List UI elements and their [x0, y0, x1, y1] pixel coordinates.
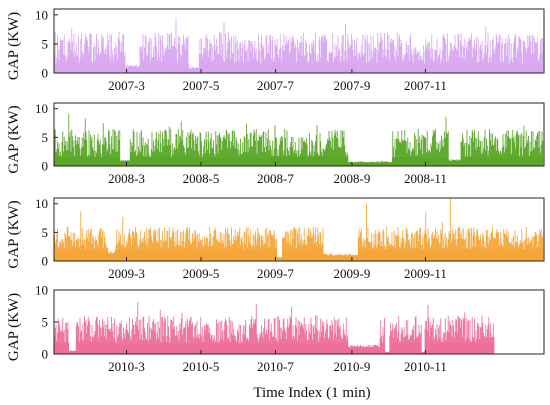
x-tick-label: 2008-3 [108, 171, 145, 186]
y-tick-label: 10 [35, 283, 48, 298]
y-tick-label: 0 [42, 254, 49, 269]
x-tick-label: 2010-3 [108, 359, 145, 374]
y-axis-title: GAP (KW) [6, 293, 22, 361]
x-tick-label: 2009-11 [404, 266, 447, 281]
y-tick-label: 10 [35, 101, 48, 116]
plot-border [53, 197, 545, 262]
y-tick-label: 10 [35, 196, 48, 211]
x-tick-label: 2007-5 [183, 78, 220, 93]
x-tick-label: 2007-3 [108, 78, 145, 93]
y-tick-label: 5 [42, 36, 49, 51]
x-tick-label: 2009-3 [108, 266, 145, 281]
x-tick-label: 2010-11 [404, 359, 447, 374]
x-tick-label: 2008-9 [333, 171, 370, 186]
x-tick-label: 2009-7 [257, 266, 294, 281]
plot-border [53, 8, 545, 74]
x-tick-label: 2008-5 [183, 171, 220, 186]
x-tick-label: 2010-5 [183, 359, 220, 374]
x-tick-label: 2007-11 [404, 78, 447, 93]
x-tick-label: 2007-7 [257, 78, 294, 93]
x-tick-label: 2009-5 [183, 266, 220, 281]
panel-2009: 0 5 10 2009-3 2009-5 2009-7 2009-9 2009-11 GAP (… [6, 196, 545, 281]
x-axis-title: Time Index (1 min) [253, 385, 370, 401]
x-tick-label: 2008-7 [257, 171, 294, 186]
panel-2007: 0 5 10 2007-3 2007-5 2007-7 2007-9 2007-11 GAP (… [6, 7, 545, 93]
y-tick-label: 10 [35, 7, 48, 22]
y-tick-label: 5 [42, 225, 49, 240]
y-tick-label: 0 [42, 66, 49, 81]
panel-2010: 0 5 10 2010-3 2010-5 2010-7 2010-9 2010-11 GAP (… [6, 283, 545, 374]
panel-2008: 0 5 10 2008-3 2008-5 2008-7 2008-9 2008-11 GAP (… [6, 101, 545, 186]
y-axis-title: GAP (KW) [6, 105, 22, 173]
y-axis-title: GAP (KW) [6, 200, 22, 268]
x-tick-label: 2010-7 [257, 359, 294, 374]
x-tick-label: 2008-11 [404, 171, 447, 186]
y-axis-title: GAP (KW) [6, 12, 22, 80]
plot-border [53, 102, 545, 167]
y-tick-label: 0 [42, 159, 49, 174]
x-tick-label: 2007-9 [333, 78, 370, 93]
series-2010 [53, 301, 495, 354]
x-tick-label: 2009-9 [333, 266, 370, 281]
y-tick-label: 5 [42, 315, 49, 330]
y-tick-label: 0 [42, 347, 49, 362]
x-tick-label: 2010-9 [333, 359, 370, 374]
y-tick-label: 5 [42, 130, 49, 145]
